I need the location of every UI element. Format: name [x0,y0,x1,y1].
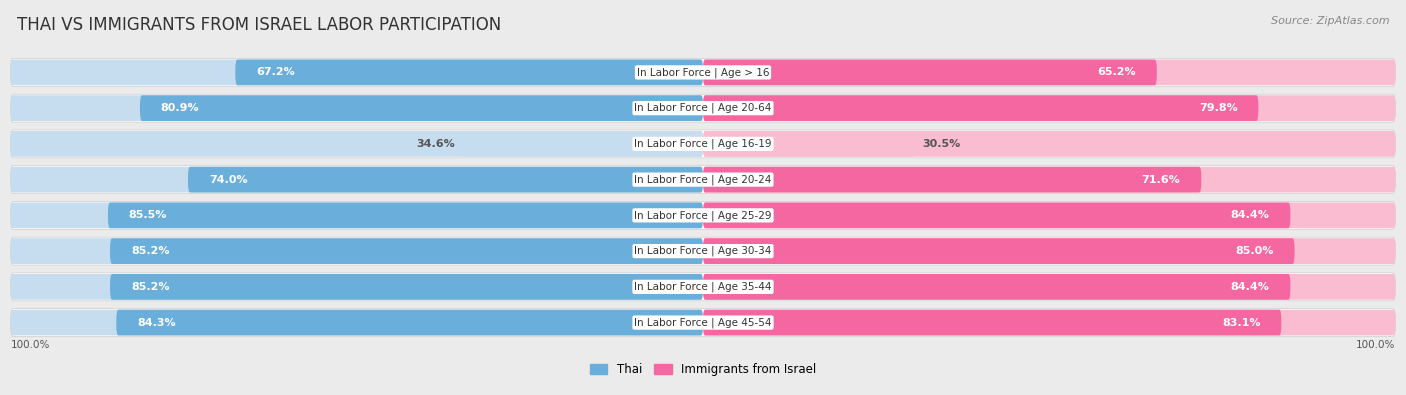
Text: 84.4%: 84.4% [1230,211,1270,220]
Text: 74.0%: 74.0% [209,175,247,184]
FancyBboxPatch shape [10,58,1396,87]
FancyBboxPatch shape [10,131,703,157]
Text: In Labor Force | Age 16-19: In Labor Force | Age 16-19 [634,139,772,149]
FancyBboxPatch shape [10,166,1396,194]
FancyBboxPatch shape [10,167,703,192]
FancyBboxPatch shape [10,274,703,300]
Text: 80.9%: 80.9% [160,103,200,113]
FancyBboxPatch shape [703,310,1396,335]
FancyBboxPatch shape [10,94,1396,122]
Text: Source: ZipAtlas.com: Source: ZipAtlas.com [1271,16,1389,26]
FancyBboxPatch shape [703,60,1157,85]
FancyBboxPatch shape [10,201,1396,229]
Text: THAI VS IMMIGRANTS FROM ISRAEL LABOR PARTICIPATION: THAI VS IMMIGRANTS FROM ISRAEL LABOR PAR… [17,16,501,34]
FancyBboxPatch shape [703,95,1258,121]
FancyBboxPatch shape [703,203,1396,228]
FancyBboxPatch shape [703,167,1201,192]
FancyBboxPatch shape [703,60,1396,85]
FancyBboxPatch shape [703,131,915,157]
Legend: Thai, Immigrants from Israel: Thai, Immigrants from Israel [585,358,821,381]
Text: 65.2%: 65.2% [1097,68,1136,77]
Text: In Labor Force | Age 25-29: In Labor Force | Age 25-29 [634,210,772,221]
FancyBboxPatch shape [703,95,1396,121]
Text: 67.2%: 67.2% [256,68,295,77]
FancyBboxPatch shape [108,203,703,228]
FancyBboxPatch shape [10,238,703,264]
Text: 84.3%: 84.3% [138,318,176,327]
Text: In Labor Force | Age 35-44: In Labor Force | Age 35-44 [634,282,772,292]
FancyBboxPatch shape [10,310,703,335]
Text: 100.0%: 100.0% [1357,340,1396,350]
FancyBboxPatch shape [10,237,1396,265]
Text: 79.8%: 79.8% [1199,103,1237,113]
FancyBboxPatch shape [110,274,703,300]
Text: 71.6%: 71.6% [1142,175,1181,184]
FancyBboxPatch shape [703,274,1291,300]
FancyBboxPatch shape [703,203,1291,228]
Text: 34.6%: 34.6% [416,139,456,149]
FancyBboxPatch shape [10,203,703,228]
FancyBboxPatch shape [10,130,1396,158]
FancyBboxPatch shape [188,167,703,192]
Text: In Labor Force | Age 20-24: In Labor Force | Age 20-24 [634,174,772,185]
FancyBboxPatch shape [10,273,1396,301]
Text: 84.4%: 84.4% [1230,282,1270,292]
FancyBboxPatch shape [10,60,703,85]
Text: 85.2%: 85.2% [131,282,169,292]
FancyBboxPatch shape [235,60,703,85]
Text: In Labor Force | Age 45-54: In Labor Force | Age 45-54 [634,317,772,328]
Text: 30.5%: 30.5% [922,139,960,149]
FancyBboxPatch shape [463,131,703,157]
Text: 85.2%: 85.2% [131,246,169,256]
Text: In Labor Force | Age > 16: In Labor Force | Age > 16 [637,67,769,78]
FancyBboxPatch shape [703,131,1396,157]
FancyBboxPatch shape [10,308,1396,337]
Text: 85.5%: 85.5% [129,211,167,220]
FancyBboxPatch shape [110,238,703,264]
FancyBboxPatch shape [703,238,1396,264]
FancyBboxPatch shape [703,274,1396,300]
FancyBboxPatch shape [703,238,1295,264]
FancyBboxPatch shape [703,167,1396,192]
Text: 83.1%: 83.1% [1222,318,1260,327]
FancyBboxPatch shape [10,95,703,121]
Text: 100.0%: 100.0% [10,340,49,350]
Text: In Labor Force | Age 20-64: In Labor Force | Age 20-64 [634,103,772,113]
FancyBboxPatch shape [117,310,703,335]
Text: 85.0%: 85.0% [1236,246,1274,256]
Text: In Labor Force | Age 30-34: In Labor Force | Age 30-34 [634,246,772,256]
FancyBboxPatch shape [141,95,703,121]
FancyBboxPatch shape [703,310,1281,335]
